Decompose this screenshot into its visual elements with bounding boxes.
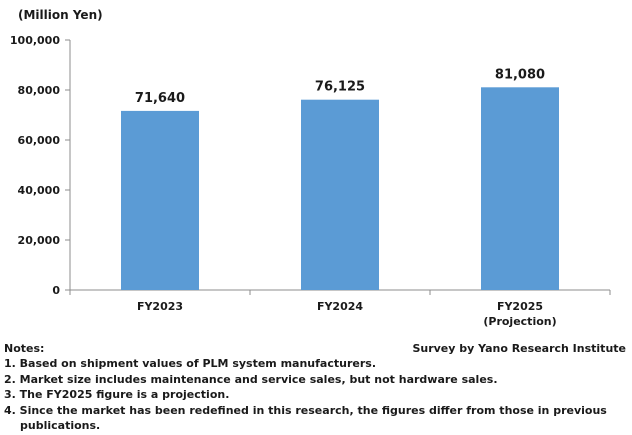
bar-data-labels: 71,640 76,125 81,080	[135, 67, 545, 106]
bar-fy2023	[121, 110, 199, 291]
bars	[121, 87, 559, 291]
note-line-4-continued: publications.	[20, 419, 101, 433]
data-label-fy2024: 76,125	[315, 80, 365, 95]
x-tick-label-fy2023: FY2023	[137, 300, 183, 313]
y-tick-label: 20,000	[18, 234, 61, 247]
x-tick-labels: FY2023 FY2024 FY2025 (Projection)	[137, 300, 557, 328]
data-label-fy2023: 71,640	[135, 91, 185, 106]
note-line-1: 1. Based on shipment values of PLM syste…	[4, 357, 376, 371]
bar-fy2025	[481, 87, 559, 290]
data-label-fy2025: 81,080	[495, 67, 545, 82]
y-tick-label: 0	[52, 284, 60, 297]
y-tick-labels: 0 20,000 40,000 60,000 80,000 100,000	[10, 34, 60, 297]
y-tick-label: 80,000	[18, 84, 61, 97]
note-line-3: 3. The FY2025 figure is a projection.	[4, 388, 230, 402]
source-credit: Survey by Yano Research Institute	[412, 342, 626, 355]
note-line-4: 4. Since the market has been redefined i…	[4, 403, 607, 417]
note-line-2: 2. Market size includes maintenance and …	[4, 372, 498, 386]
y-tick-label: 100,000	[10, 34, 60, 47]
notes-block: Notes: 1. Based on shipment values of PL…	[4, 341, 607, 433]
notes-heading: Notes:	[4, 342, 45, 355]
x-tick-label-fy2024: FY2024	[317, 300, 363, 313]
y-tick-label: 60,000	[18, 134, 61, 147]
y-axis-unit-label: (Million Yen)	[18, 8, 103, 22]
x-tick-sublabel: (Projection)	[483, 315, 556, 328]
bar-fy2024	[301, 99, 379, 290]
x-tick-label-fy2025: FY2025	[497, 300, 543, 313]
y-tick-label: 40,000	[18, 184, 61, 197]
